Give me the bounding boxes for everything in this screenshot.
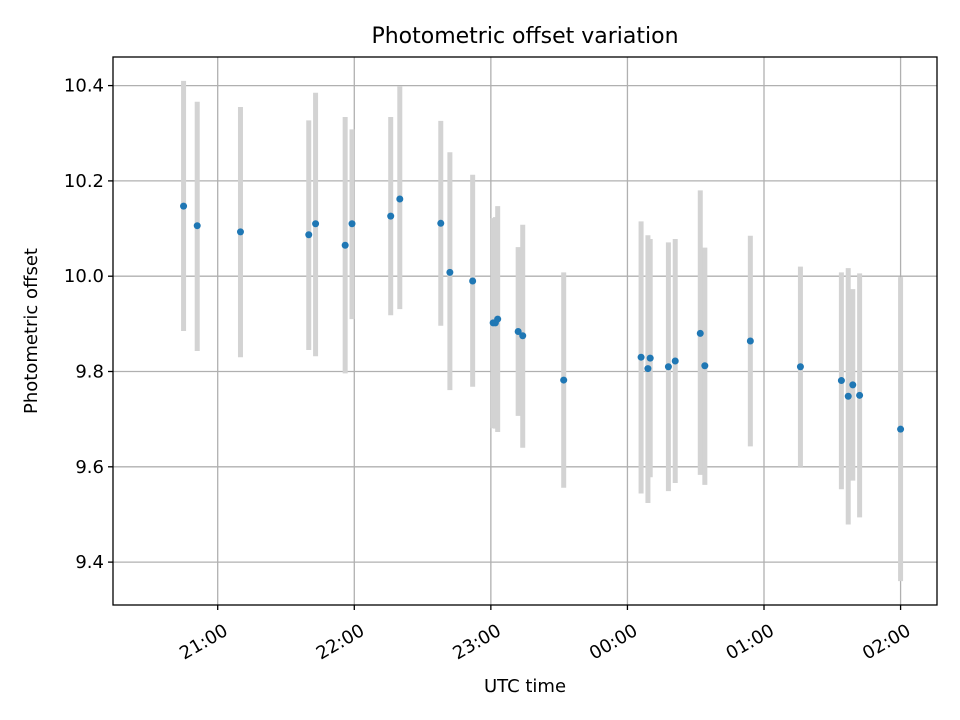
y-tick-label: 9.4 [75,552,104,573]
data-point [856,391,864,399]
data-point [849,381,857,389]
y-tick-label: 9.6 [75,457,104,478]
data-point [446,268,454,276]
data-point [644,365,652,373]
plot-frame [112,56,938,606]
data-point [348,220,356,228]
y-tick-label: 10.4 [64,76,104,97]
data-point [646,354,654,362]
data-point [844,392,852,400]
data-point [519,332,527,340]
y-tick-label: 10.2 [64,171,104,192]
data-point [236,228,244,236]
data-point [341,241,349,249]
data-point [469,277,477,285]
data-point [494,315,502,323]
point-layer [180,195,905,433]
y-axis-label: Photometric offset [21,248,42,414]
y-tick-label: 9.8 [75,362,104,383]
data-point [746,337,754,345]
data-point [396,195,404,203]
x-axis-label: UTC time [484,676,566,697]
data-point [312,220,320,228]
data-point [193,222,201,230]
data-point [897,425,905,433]
data-point [437,219,445,227]
data-point [671,357,679,365]
data-point [701,362,709,370]
data-point [696,329,704,337]
data-point [837,377,845,385]
data-point [305,231,313,239]
data-point [664,363,672,371]
data-point [180,202,188,210]
data-point [560,376,568,384]
chart-title: Photometric offset variation [371,24,678,49]
data-point [514,327,522,335]
data-point [796,363,804,371]
data-point [387,212,395,220]
y-tick-label: 10.0 [64,266,104,287]
data-point [637,353,645,361]
